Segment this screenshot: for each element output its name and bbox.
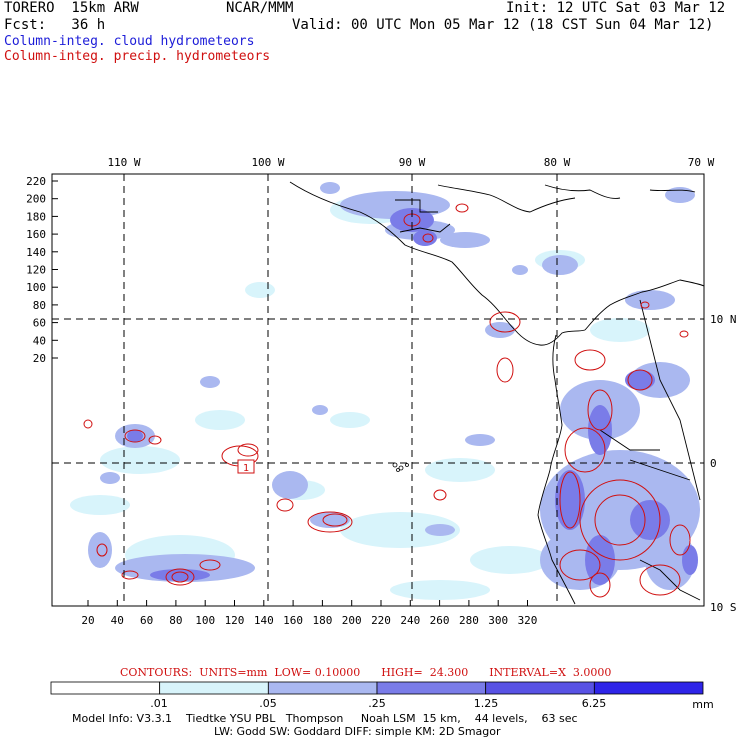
x-tick-label: 280 <box>459 614 479 627</box>
lat-labels: 10 N 0 10 S <box>710 313 737 614</box>
lon-labels: 110 W 100 W 90 W 80 W 70 W <box>107 156 714 169</box>
colorbar-level: .05 <box>259 697 277 710</box>
model-title: TORERO 15km ARW <box>4 0 139 16</box>
lat-label: 0 <box>710 457 717 470</box>
lat-label: 10 N <box>710 313 737 326</box>
x-tick-label: 160 <box>283 614 303 627</box>
colorbar-swatch <box>485 681 595 695</box>
x-tick-label: 20 <box>81 614 94 627</box>
x-tick-label: 300 <box>488 614 508 627</box>
contour-label: 1 <box>243 463 249 474</box>
x-tick-label: 80 <box>169 614 182 627</box>
colorbar-swatch <box>267 681 378 695</box>
colorbar-units: mm <box>692 698 714 711</box>
y-tick-label: 100 <box>26 281 46 294</box>
colorbar-level: .25 <box>368 697 386 710</box>
lon-label: 90 W <box>399 156 426 169</box>
y-tick-label: 180 <box>26 210 46 223</box>
lon-label: 70 W <box>688 156 715 169</box>
lon-label: 80 W <box>544 156 571 169</box>
model-info: Model Info: V3.3.1 Tiedtke YSU PBL Thomp… <box>72 712 578 725</box>
colorbar-level: .01 <box>150 697 168 710</box>
x-tick-label: 320 <box>518 614 538 627</box>
y-tick-label: 120 <box>26 264 46 277</box>
lon-label: 110 W <box>107 156 140 169</box>
field-precip-label: Column-integ. precip. hydrometeors <box>4 49 271 64</box>
y-tick-label: 40 <box>33 334 46 347</box>
y-tick-label: 80 <box>33 299 46 312</box>
colorbar-swatch <box>50 681 161 695</box>
colorbar-swatch <box>159 681 269 695</box>
plot-area: 1 <box>52 174 704 606</box>
colorbar-level: 6.25 <box>581 697 607 710</box>
field-cloud-label: Column-integ. cloud hydrometeors <box>4 34 255 49</box>
init-time: Init: 12 UTC Sat 03 Mar 12 <box>506 0 726 16</box>
galapagos-islands <box>392 462 409 472</box>
x-tick-label: 40 <box>111 614 124 627</box>
contour-info: CONTOURS: UNITS=mm LOW= 0.10000 HIGH= 24… <box>120 666 612 679</box>
x-tick-label: 100 <box>195 614 215 627</box>
y-tick-label: 220 <box>26 175 46 188</box>
valid-time: Valid: 00 UTC Mon 05 Mar 12 (18 CST Sun … <box>292 17 714 33</box>
x-tick-label: 200 <box>342 614 362 627</box>
y-tick-label: 20 <box>33 352 46 365</box>
x-tick-label: 220 <box>371 614 391 627</box>
plot-frame <box>51 173 705 607</box>
physics-info: LW: Godd SW: Goddard DIFF: simple KM: 2D… <box>214 725 501 738</box>
x-tick-label: 140 <box>254 614 274 627</box>
forecast-hour: Fcst: 36 h <box>4 17 106 33</box>
y-tick-label: 60 <box>33 317 46 330</box>
x-tick-label: 260 <box>430 614 450 627</box>
x-axis-ticks: 20 40 60 80 100 120 140 160 180 200 220 240 260 280 30… <box>81 600 537 627</box>
lat-label: 10 S <box>710 601 737 614</box>
y-axis-ticks: 220 200 180 160 140 120 100 80 60 40 20 <box>26 175 58 365</box>
x-tick-label: 240 <box>400 614 420 627</box>
colorbar-level: 1.25 <box>473 697 499 710</box>
y-tick-label: 140 <box>26 246 46 259</box>
colorbar-swatch <box>376 681 487 695</box>
x-tick-label: 120 <box>225 614 245 627</box>
colorbar <box>50 681 704 695</box>
colorbar-swatch <box>593 681 704 695</box>
y-tick-label: 160 <box>26 228 46 241</box>
contour-label-box <box>237 459 255 474</box>
y-tick-label: 200 <box>26 193 46 206</box>
x-tick-label: 180 <box>312 614 332 627</box>
latlon-grid <box>52 174 704 606</box>
org-label: NCAR/MMM <box>226 0 294 16</box>
lon-label: 100 W <box>251 156 284 169</box>
x-tick-label: 60 <box>140 614 153 627</box>
